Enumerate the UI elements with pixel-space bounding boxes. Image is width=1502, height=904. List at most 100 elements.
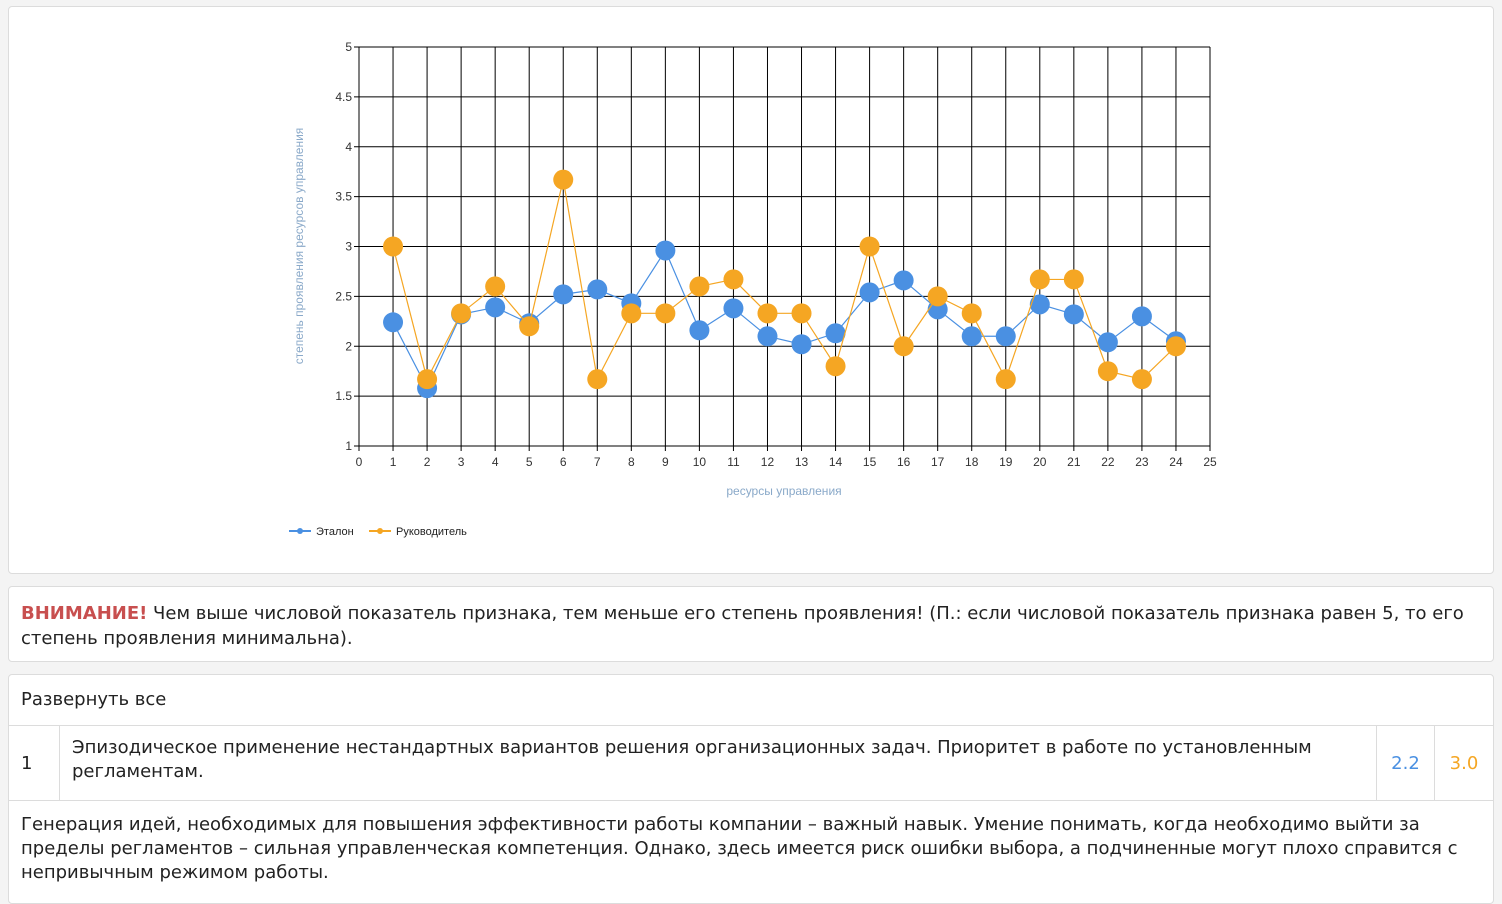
data-point [859,236,880,257]
data-point [553,284,574,305]
data-point [417,369,438,390]
legend-item-etalon[interactable]: Эталон [289,526,354,538]
y-tick-label: 3 [345,240,352,254]
y-axis-ticks: 1 1.5 2 2.5 3 3.5 4 4.5 5 [335,40,352,453]
data-point [893,270,914,291]
y-tick-label: 2.5 [335,289,352,303]
x-tick-label: 23 [1135,455,1149,469]
y-tick-label: 3.5 [335,190,352,204]
line-chart: 0 1 2 3 4 5 6 7 8 9 10 11 12 13 14 15 16 17 18 19 20 21 22 23 24… [289,40,1217,538]
legend-marker-icon [377,528,383,534]
x-tick-label: 5 [526,455,533,469]
data-point [519,316,540,337]
data-point [791,303,812,324]
legend-marker-icon [297,528,303,534]
x-tick-label: 25 [1203,455,1217,469]
y-axis-title: степень проявления ресурсов управления [292,128,306,365]
data-point [893,336,914,357]
series-etalon [383,240,1186,399]
data-point [689,276,710,297]
x-tick-label: 14 [829,455,843,469]
data-point [655,303,676,324]
x-tick-label: 18 [965,455,979,469]
item-number: 1 [9,726,60,800]
item-description: Генерация идей, необходимых для повышени… [21,814,1458,883]
data-point [723,298,744,319]
data-point [825,356,846,377]
data-point [1097,332,1118,353]
series-line [392,249,1177,390]
data-point [757,326,778,347]
data-point [1165,336,1186,357]
item-value-etalon: 2.2 [1377,726,1435,800]
notice-panel: ВНИМАНИЕ! Чем выше числовой показатель п… [8,586,1494,662]
data-point [587,279,608,300]
item-value-leader: 3.0 [1449,752,1479,774]
data-point [757,303,778,324]
expand-all-button[interactable]: Развернуть все [9,675,1493,726]
chart-panel: 0 1 2 3 4 5 6 7 8 9 10 11 12 13 14 15 16 17 18 19 20 21 22 23 24… [8,6,1494,574]
legend-item-leader[interactable]: Руководитель [369,526,467,538]
data-point [825,323,846,344]
x-tick-label: 19 [999,455,1013,469]
data-point [961,326,982,347]
data-point [723,269,744,290]
y-tick-label: 2 [345,339,352,353]
series-leader [383,169,1186,390]
y-tick-label: 4 [345,140,352,154]
y-tick-label: 5 [345,40,352,54]
data-point [1131,306,1152,327]
legend-label: Эталон [316,526,354,538]
x-tick-label: 3 [458,455,465,469]
data-point [587,369,608,390]
x-tick-label: 22 [1101,455,1115,469]
data-point [995,326,1016,347]
data-point [791,334,812,355]
y-tick-label: 1 [345,439,352,453]
y-tick-label: 4.5 [335,90,352,104]
x-tick-label: 1 [390,455,397,469]
data-point [383,236,404,257]
data-point [995,369,1016,390]
notice-text: Чем выше числовой показатель признака, т… [21,603,1464,649]
list-item[interactable]: 1 Эпизодическое применение нестандартных… [9,726,1493,801]
data-point [655,240,676,261]
data-point [1097,361,1118,382]
chart-grid [354,46,1211,451]
data-point [485,297,506,318]
data-point [1063,304,1084,325]
data-point [383,312,404,333]
resources-list: Развернуть все 1 Эпизодическое применени… [8,674,1494,904]
x-tick-label: 0 [356,455,363,469]
x-tick-label: 20 [1033,455,1047,469]
legend-label: Руководитель [396,526,467,538]
data-point [1131,369,1152,390]
data-point [927,286,948,307]
x-tick-label: 17 [931,455,945,469]
data-point [1029,294,1050,315]
data-point [859,282,880,303]
y-tick-label: 1.5 [335,389,352,403]
x-tick-label: 16 [897,455,911,469]
item-title: Эпизодическое применение нестандартных в… [60,726,1377,800]
x-tick-label: 13 [795,455,809,469]
x-tick-label: 6 [560,455,567,469]
chart-legend[interactable]: Эталон Руководитель [289,526,467,538]
series-line [392,179,1177,382]
chart-series [383,169,1186,399]
x-tick-label: 2 [424,455,431,469]
x-tick-label: 11 [727,455,740,469]
x-tick-label: 9 [662,455,669,469]
data-point [553,169,574,190]
data-point [485,276,506,297]
data-point [961,303,982,324]
data-point [1029,269,1050,290]
data-point [1063,269,1084,290]
x-tick-label: 15 [863,455,877,469]
data-point [621,303,642,324]
x-axis-title: ресурсы управления [726,484,841,498]
x-tick-label: 7 [594,455,601,469]
data-point [689,320,710,341]
x-tick-label: 8 [628,455,635,469]
x-tick-label: 21 [1067,455,1081,469]
